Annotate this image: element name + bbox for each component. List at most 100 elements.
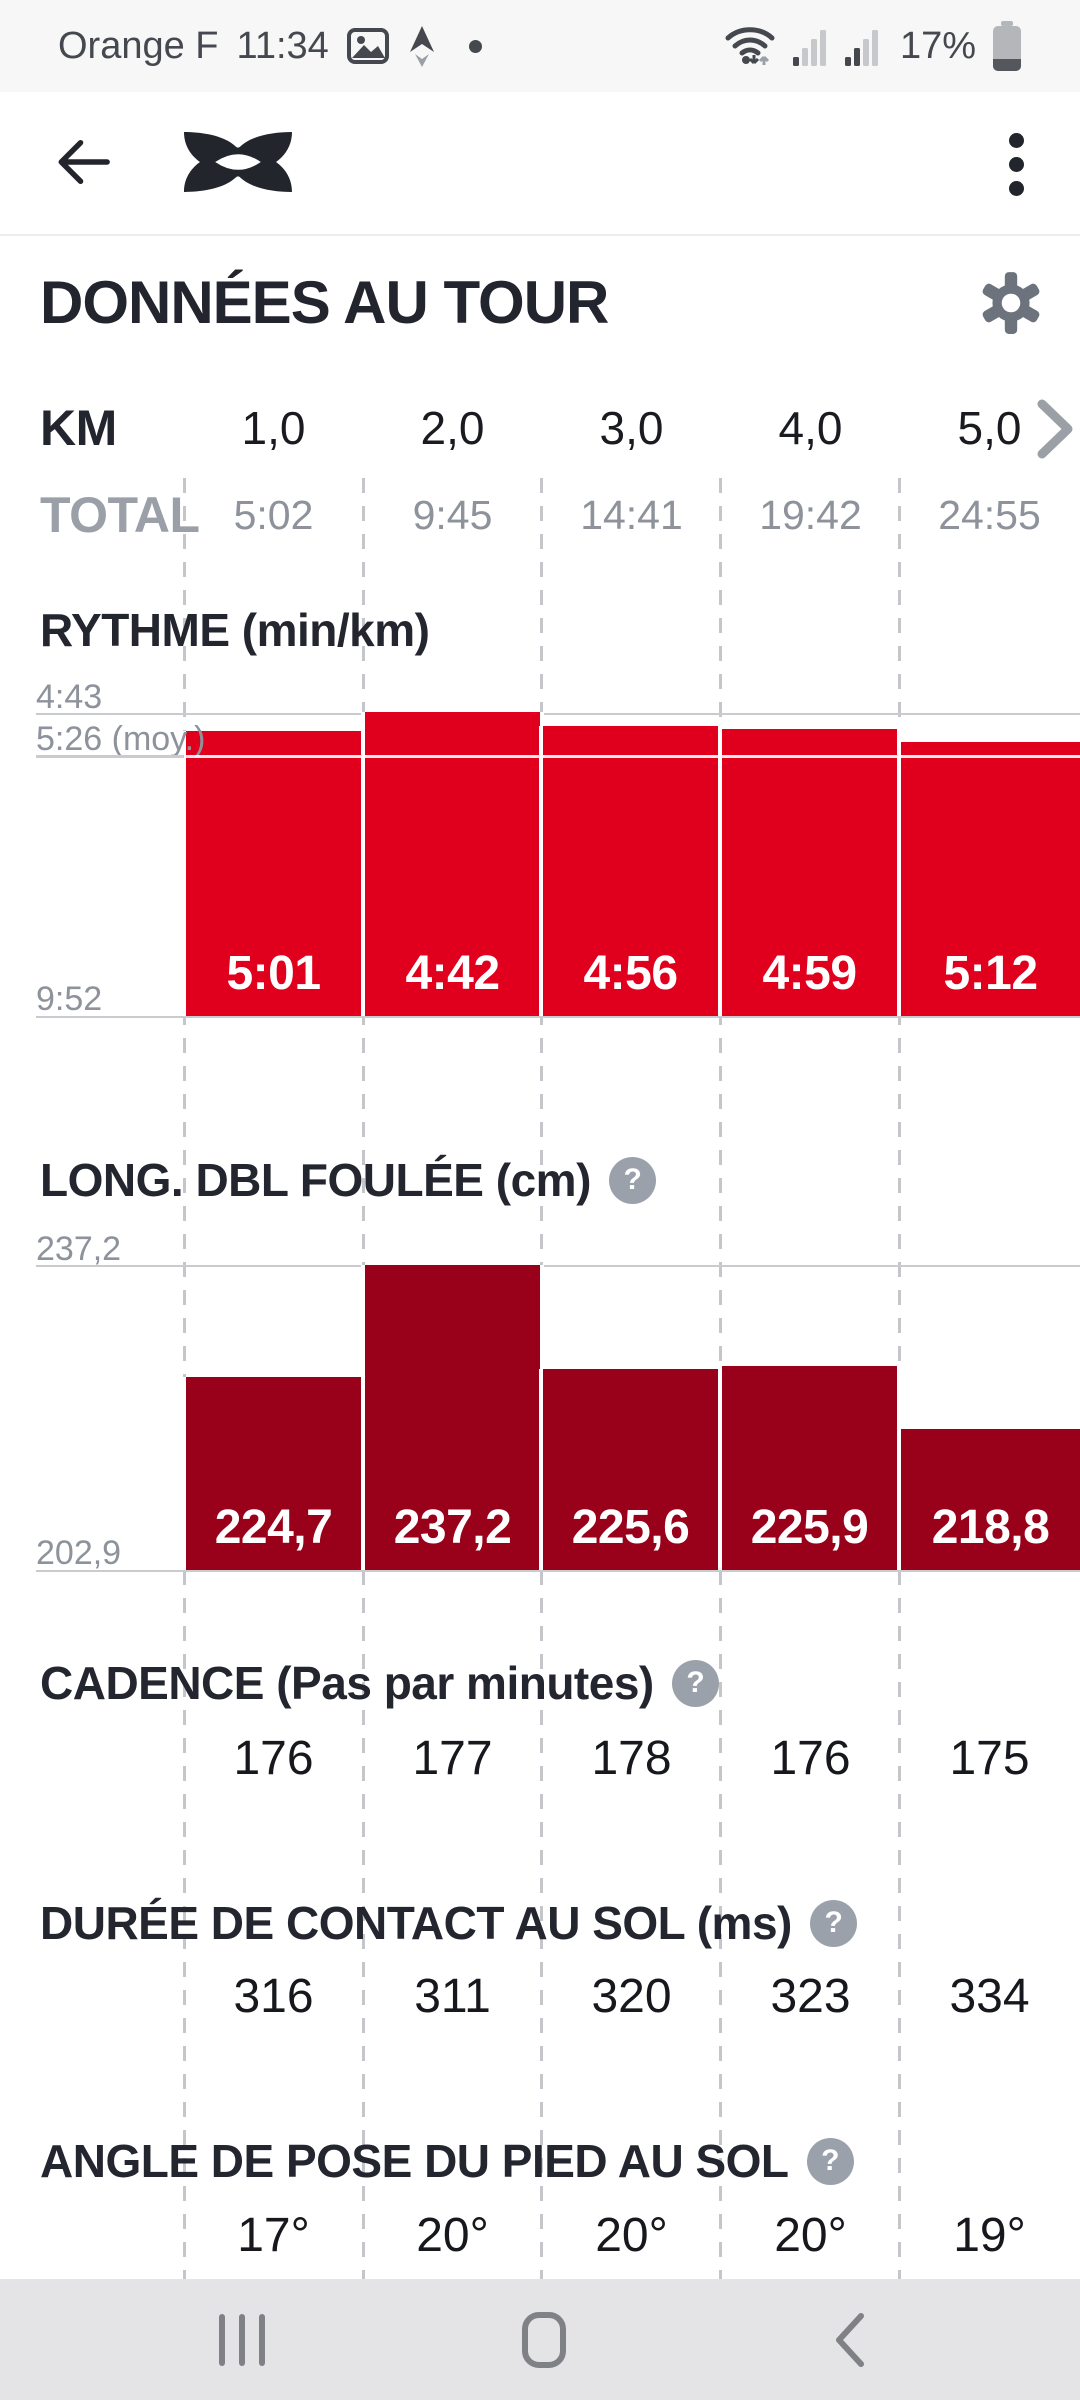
cadence-value: 177 [412,1731,493,1785]
stride-bottom-gridline [36,1570,1080,1572]
under-armour-logo-icon [178,122,298,202]
ground-contact-title-text: DURÉE DE CONTACT AU SOL (ms) [40,1897,792,1949]
pace-bottom-gridline [36,1016,1080,1018]
battery-percent-label: 17% [899,24,976,67]
pace-bar-value: 4:59 [762,947,857,1000]
foot-angle-title-text: ANGLE DE POSE DU PIED AU SOL [40,2135,789,2187]
ground-contact-help-button[interactable]: ? [809,1899,857,1947]
cadence-help-button[interactable]: ? [671,1659,719,1707]
app-bar [0,92,1080,236]
settings-gear-button[interactable] [978,270,1044,336]
stride-bar-value: 225,9 [750,1501,869,1554]
foot-angle-section-title: ANGLE DE POSE DU PIED AU SOL ? [40,2128,854,2194]
stride-title-text: LONG. DBL FOULÉE (cm) [40,1154,591,1206]
stride-bar-value: 237,2 [393,1501,512,1554]
stride-bar: 237,2 [365,1265,540,1571]
back-button[interactable] [50,129,116,195]
pace-average-line-overlay [184,755,1080,759]
foot-angle-value: 20° [416,2208,489,2262]
km-value: 5,0 [957,402,1022,454]
km-value: 2,0 [420,402,485,454]
pace-bar-chart: 5:01 4:42 4:56 4:59 5:12 [0,712,1080,1017]
stride-bar: 225,6 [543,1368,718,1571]
total-value: 19:42 [759,491,862,538]
foot-angle-value: 17° [237,2208,310,2262]
battery-icon [992,20,1022,72]
km-header-row[interactable]: KM 1,0 2,0 3,0 4,0 5,0 [0,392,1080,464]
km-value: 1,0 [241,402,306,454]
ground-contact-values-row: 316 311 320 323 334 [0,1960,1080,2032]
km-value: 4,0 [778,402,843,454]
ground-contact-value: 311 [414,1969,491,2023]
ground-contact-value: 323 [770,1969,851,2023]
back-nav-button[interactable] [790,2279,910,2400]
pace-bar: 4:59 [722,728,897,1017]
pace-top-gridline [36,713,1080,715]
pace-section-title: RYTHME (min/km) [40,598,430,662]
stride-help-button[interactable]: ? [608,1156,656,1204]
ground-contact-value: 320 [591,1969,672,2023]
cadence-value: 178 [591,1731,672,1785]
column-dash-line [183,478,186,2279]
recents-button[interactable] [182,2279,302,2400]
status-bar: Orange F 11:34 17% [0,0,1080,92]
column-dash-line [362,478,365,2279]
cadence-value: 176 [233,1731,314,1785]
next-laps-chevron-button[interactable] [1034,398,1076,460]
stride-section-title: LONG. DBL FOULÉE (cm) ? [40,1146,656,1214]
pace-bar-value: 5:01 [226,947,321,1000]
stride-bar-value: 225,6 [571,1501,690,1554]
page-title-row: DONNÉES AU TOUR [0,258,1080,348]
question-mark-icon: ? [686,1666,705,1699]
foot-angle-value: 20° [595,2208,668,2262]
pace-bar-value: 4:56 [583,947,678,1000]
total-label: TOTAL [40,487,200,543]
question-mark-icon: ? [824,1906,843,1939]
pace-bar: 4:42 [365,712,540,1017]
cadence-title-text: CADENCE (Pas par minutes) [40,1657,654,1709]
foot-angle-value: 19° [953,2208,1026,2262]
clock-label: 11:34 [236,24,329,67]
stride-axis-bottom-label: 202,9 [36,1534,122,1572]
stride-axis-top-label: 237,2 [36,1230,122,1268]
overflow-menu-button[interactable] [996,132,1036,196]
foot-angle-value: 20° [774,2208,847,2262]
column-dash-line [719,478,722,2279]
pace-bar: 5:01 [186,730,361,1017]
pace-average-line [36,755,184,759]
foot-angle-values-row: 17° 20° 20° 20° 19° [0,2199,1080,2271]
total-value: 24:55 [938,491,1041,538]
column-dash-line [898,478,901,2279]
km-label: KM [40,400,117,456]
stride-bar: 224,7 [186,1376,361,1571]
pace-axis-top-label: 4:43 [36,678,103,716]
foot-angle-help-button[interactable]: ? [806,2137,854,2185]
cadence-section-title: CADENCE (Pas par minutes) ? [40,1650,719,1716]
screenshot-image-icon [346,27,389,65]
stride-bar-value: 218,8 [931,1501,1050,1554]
pace-bar-value: 4:42 [405,947,500,1000]
home-button[interactable] [484,2279,604,2400]
data-transfer-icon [407,24,437,68]
notification-dot-icon [468,39,482,53]
question-mark-icon: ? [821,2144,839,2177]
question-mark-icon: ? [623,1163,642,1196]
km-value: 3,0 [599,402,664,454]
stride-bar-chart: 224,7 237,2 225,6 225,9 218,8 [0,1265,1080,1571]
sim1-signal-icon [792,25,828,67]
cadence-value: 175 [949,1731,1030,1785]
stride-top-gridline [36,1265,1080,1267]
pace-title-text: RYTHME (min/km) [40,604,430,656]
wifi-icon [724,24,776,68]
pace-axis-avg-label: 5:26 (moy.) [36,720,206,758]
cadence-value: 176 [770,1731,851,1785]
cadence-values-row: 176 177 178 176 175 [0,1722,1080,1794]
total-value: 5:02 [233,491,314,538]
column-dash-line [540,478,543,2279]
total-value: 9:45 [412,491,493,538]
pace-bar-value: 5:12 [943,947,1038,1000]
pace-bar: 5:12 [901,741,1080,1017]
stride-bar: 218,8 [901,1429,1080,1571]
total-row: TOTAL 5:02 9:45 14:41 19:42 24:55 [0,478,1080,552]
total-value: 14:41 [580,491,683,538]
